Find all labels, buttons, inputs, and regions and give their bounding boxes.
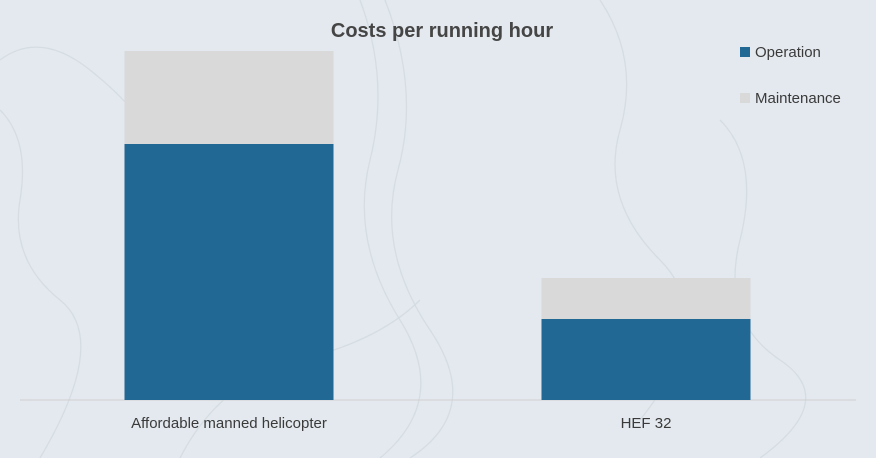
legend-label-operation: Operation	[755, 44, 821, 61]
bar-maintenance-affordable-manned-helicopter	[124, 51, 334, 144]
chart-title: Costs per running hour	[331, 20, 553, 42]
category-label-hef-32: HEF 32	[621, 415, 672, 432]
legend-swatch-maintenance	[740, 93, 750, 103]
bar-maintenance-hef-32	[541, 278, 751, 319]
category-labels: Affordable manned helicopter HEF 32	[131, 415, 671, 432]
legend: Operation Maintenance	[740, 44, 841, 107]
bars-group	[124, 51, 751, 400]
category-label-affordable-manned-helicopter: Affordable manned helicopter	[131, 415, 327, 432]
legend-label-maintenance: Maintenance	[755, 90, 841, 107]
bar-operation-affordable-manned-helicopter	[124, 144, 334, 400]
bar-operation-hef-32	[541, 319, 751, 400]
legend-swatch-operation	[740, 47, 750, 57]
